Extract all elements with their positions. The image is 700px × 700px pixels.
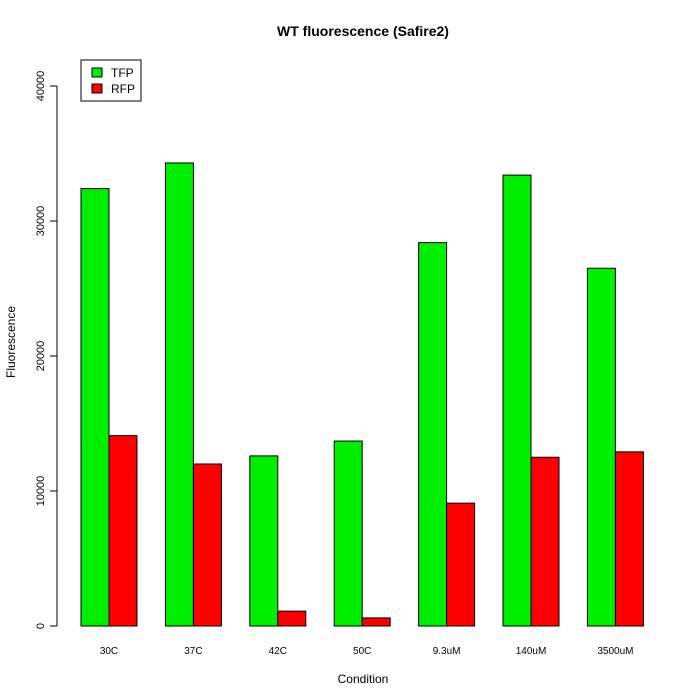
bar-tfp-0 — [80, 188, 110, 627]
bar-rfp-5 — [530, 456, 560, 627]
bar-tfp-3 — [333, 440, 363, 627]
bar-tfp-5 — [502, 174, 532, 627]
legend: TFP RFP — [80, 59, 142, 102]
chart-title: WT fluorescence (Safire2) — [277, 23, 449, 39]
bars — [80, 162, 644, 627]
legend-swatch-rfp — [91, 83, 103, 94]
category-labels: 30C 37C 42C 50C 9.3uM 140uM 3500uM — [100, 646, 634, 657]
x-tick-label: 3500uM — [597, 646, 633, 657]
legend-swatch-tfp — [91, 67, 103, 78]
y-tick-label: 0 — [35, 623, 47, 629]
y-tick-label: 10000 — [35, 476, 47, 507]
bar-tfp-1 — [164, 162, 194, 627]
bar-rfp-1 — [192, 463, 222, 627]
legend-box — [80, 59, 142, 102]
legend-label-rfp: RFP — [111, 82, 135, 96]
y-tick-label: 20000 — [35, 341, 47, 372]
legend-label-tfp: TFP — [111, 66, 134, 80]
x-tick-label: 140uM — [516, 646, 547, 657]
bar-tfp-2 — [249, 455, 279, 627]
x-tick-label: 30C — [100, 646, 118, 657]
x-axis-label: Condition — [338, 672, 389, 686]
y-tick-label: 30000 — [35, 206, 47, 237]
bar-rfp-3 — [361, 617, 391, 627]
bar-rfp-6 — [614, 451, 644, 627]
x-tick-label: 50C — [353, 646, 371, 657]
y-tick-label: 40000 — [35, 71, 47, 102]
bar-tfp-6 — [586, 267, 616, 627]
x-tick-label: 37C — [184, 646, 202, 657]
bar-rfp-4 — [446, 502, 476, 627]
x-tick-label: 9.3uM — [433, 646, 461, 657]
bar-rfp-0 — [108, 435, 138, 627]
x-tick-label: 42C — [269, 646, 287, 657]
bar-rfp-2 — [277, 610, 307, 627]
bar-tfp-4 — [418, 242, 448, 627]
y-axis-label: Fluorescence — [4, 306, 18, 378]
y-axis: 0 10000 20000 30000 40000 — [35, 71, 58, 629]
